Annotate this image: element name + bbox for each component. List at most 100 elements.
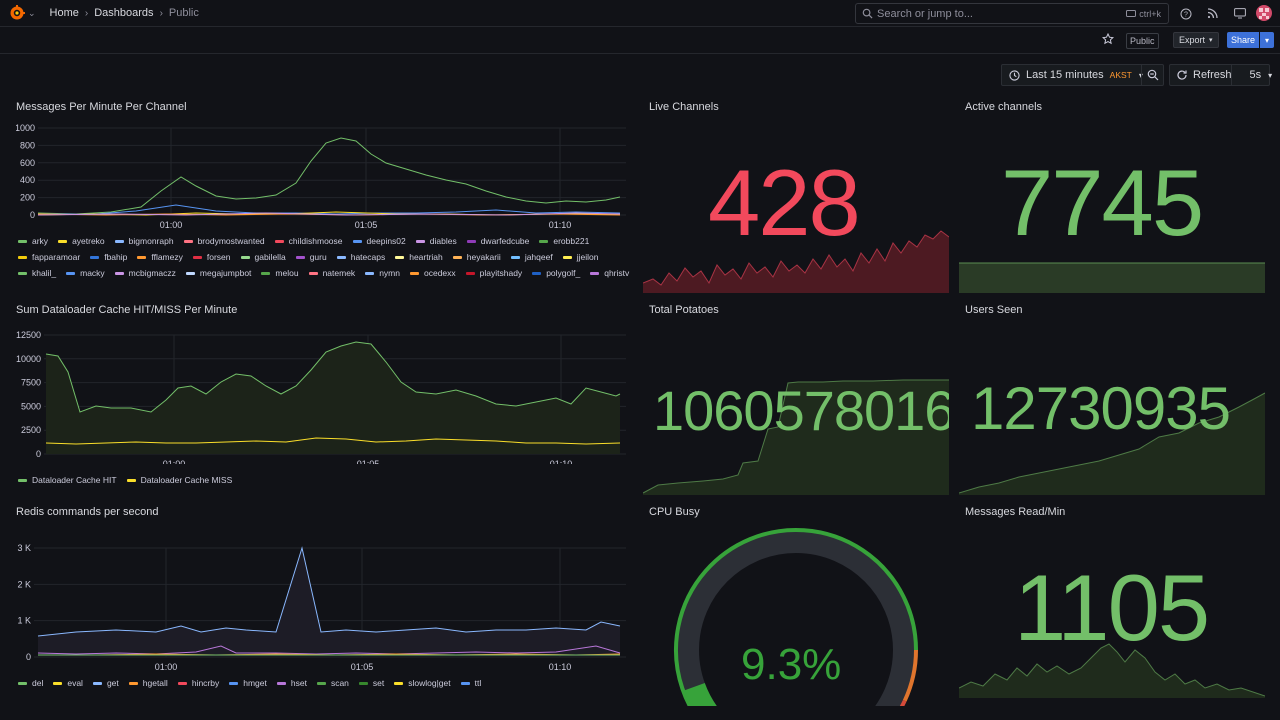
x-tick-label: 01:05	[351, 662, 374, 672]
legend-item[interactable]: jahqeef	[510, 252, 553, 262]
legend-item[interactable]: get	[92, 678, 119, 688]
legend-item[interactable]: fapparamoar	[18, 252, 80, 262]
legend-item[interactable]: hincrby	[177, 678, 219, 688]
legend-item[interactable]: heartriah	[395, 252, 443, 262]
legend-swatch	[274, 239, 284, 243]
time-range-picker[interactable]: Last 15 minutes AKST ▾	[1001, 64, 1164, 86]
legend-item[interactable]: diables	[415, 236, 457, 246]
help-icon[interactable]: ?	[1178, 6, 1193, 21]
search-input[interactable]: Search or jump to... ctrl+k	[855, 3, 1169, 24]
legend-item[interactable]: heyakarii	[452, 252, 501, 262]
legend-item[interactable]: hgetall	[128, 678, 168, 688]
legend-item[interactable]: del	[18, 678, 43, 688]
x-tick-label: 01:10	[549, 220, 572, 230]
legend-item[interactable]: natemek	[308, 268, 356, 278]
share-button[interactable]: Share	[1227, 32, 1259, 48]
chevron-down-icon[interactable]: ⌄	[28, 7, 36, 18]
legend-item[interactable]: fbahip	[90, 252, 127, 262]
legend-item[interactable]: ttl	[460, 678, 481, 688]
legend-label: hgetall	[142, 678, 168, 688]
legend-item[interactable]: hset	[276, 678, 307, 688]
legend-item[interactable]: dwarfedcube	[466, 236, 529, 246]
zoom-out-button[interactable]	[1141, 64, 1164, 86]
panel-messages-per-minute: Messages Per Minute Per Channel 1000 800 6…	[16, 101, 632, 290]
legend-item[interactable]: fflamezy	[137, 252, 183, 262]
legend-item[interactable]: ocedexx	[409, 268, 456, 278]
chevron-down-icon: ▾	[1138, 70, 1143, 80]
tv-mode-icon[interactable]	[1232, 6, 1247, 21]
y-tick-label: 1 K	[17, 616, 31, 626]
star-icon[interactable]	[1101, 32, 1115, 48]
legend-item[interactable]: Dataloader Cache MISS	[126, 475, 232, 485]
legend-label: Dataloader Cache HIT	[32, 475, 117, 485]
legend-label: qhristv	[604, 268, 630, 278]
dashboard-toolbar: Public Export ▾ Share ▾	[0, 27, 1280, 54]
legend-item[interactable]: mcbigmaczz	[114, 268, 176, 278]
legend-item[interactable]: slowlog|get	[394, 678, 451, 688]
legend-swatch	[352, 239, 362, 243]
share-label: Share	[1230, 35, 1256, 45]
legend-item[interactable]: ayetreko	[58, 236, 105, 246]
legend-swatch	[358, 681, 368, 685]
legend-swatch	[92, 681, 102, 685]
legend-item[interactable]: polygolf_	[532, 268, 580, 278]
search-shortcut: ctrl+k	[1126, 9, 1161, 19]
chevron-right-icon: ›	[84, 7, 89, 19]
panel-title: Sum Dataloader Cache HIT/MISS Per Minute	[16, 304, 238, 316]
legend-item[interactable]: Dataloader Cache HIT	[18, 475, 117, 485]
breadcrumb-dashboards[interactable]: Dashboards	[94, 7, 154, 19]
redis-chart[interactable]: 3 K 2 K 1 K 0 01:00 01:05 01:10	[16, 526, 632, 676]
legend-item[interactable]: playitshady	[465, 268, 522, 278]
refresh-button[interactable]: Refresh	[1193, 69, 1232, 81]
grafana-logo-icon[interactable]	[9, 5, 25, 21]
legend-item[interactable]: eval	[53, 678, 83, 688]
legend-item[interactable]: set	[358, 678, 384, 688]
legend-item[interactable]: hatecaps	[336, 252, 385, 262]
legend-item[interactable]: qhristv	[590, 268, 629, 278]
messages-chart[interactable]: 1000 800 600 400 200 0 01:00 01:05 01:10	[16, 121, 632, 251]
legend-label: nymn	[379, 268, 400, 278]
legend-item[interactable]: bigmonraph	[114, 236, 174, 246]
legend-item[interactable]: gabilella	[240, 252, 286, 262]
legend-item[interactable]: childishmoose	[274, 236, 343, 246]
dataloader-chart[interactable]: 12500 10000 7500 5000 2500 0 01:00 01:05 01:10	[16, 324, 632, 464]
legend-item[interactable]: deepins02	[352, 236, 406, 246]
legend-item[interactable]: macky	[66, 268, 105, 278]
chevron-right-icon: ›	[159, 7, 163, 19]
legend-item[interactable]: nymn	[365, 268, 400, 278]
y-tick-label: 800	[20, 140, 35, 150]
timezone-badge: AKST	[1109, 70, 1132, 80]
legend-item[interactable]: jjeilon	[562, 252, 598, 262]
refresh-picker: Refresh 5s ▾	[1169, 64, 1272, 86]
legend-label: fapparamoar	[32, 252, 81, 262]
legend-item[interactable]: melou	[261, 268, 299, 278]
legend-item[interactable]: arky	[18, 236, 48, 246]
legend-item[interactable]: megajumpbot	[185, 268, 251, 278]
panel-title: Messages Read/Min	[965, 506, 1066, 518]
legend-label: natemek	[322, 268, 356, 278]
refresh-icon	[1176, 69, 1188, 81]
panel-title: Total Potatoes	[649, 304, 719, 316]
legend-swatch	[58, 239, 68, 243]
rss-icon[interactable]	[1205, 6, 1220, 21]
refresh-interval-select[interactable]: 5s	[1249, 69, 1262, 81]
chart-legend: Dataloader Cache HIT Dataloader Cache MIS…	[18, 472, 242, 488]
breadcrumb-home[interactable]: Home	[49, 7, 79, 19]
legend-swatch	[295, 255, 305, 259]
y-tick-label: 1000	[16, 123, 35, 133]
legend-row: Dataloader Cache HIT Dataloader Cache MIS…	[18, 472, 242, 488]
legend-item[interactable]: brodymostwanted	[183, 236, 265, 246]
legend-item[interactable]: scan	[316, 678, 349, 688]
legend-item[interactable]: hmget	[229, 678, 267, 688]
legend-label: get	[106, 678, 119, 688]
total-potatoes-sparkline	[643, 379, 949, 495]
legend-item[interactable]: forsen	[192, 252, 231, 262]
legend-swatch	[177, 681, 187, 685]
legend-item[interactable]: erobb221	[539, 236, 589, 246]
avatar[interactable]	[1256, 5, 1272, 21]
legend-item[interactable]: khalil_	[18, 268, 56, 278]
x-tick-label: 01:05	[357, 459, 380, 464]
export-button[interactable]: Export ▾	[1173, 32, 1219, 48]
legend-item[interactable]: guru	[295, 252, 327, 262]
share-dropdown-button[interactable]: ▾	[1260, 32, 1274, 48]
